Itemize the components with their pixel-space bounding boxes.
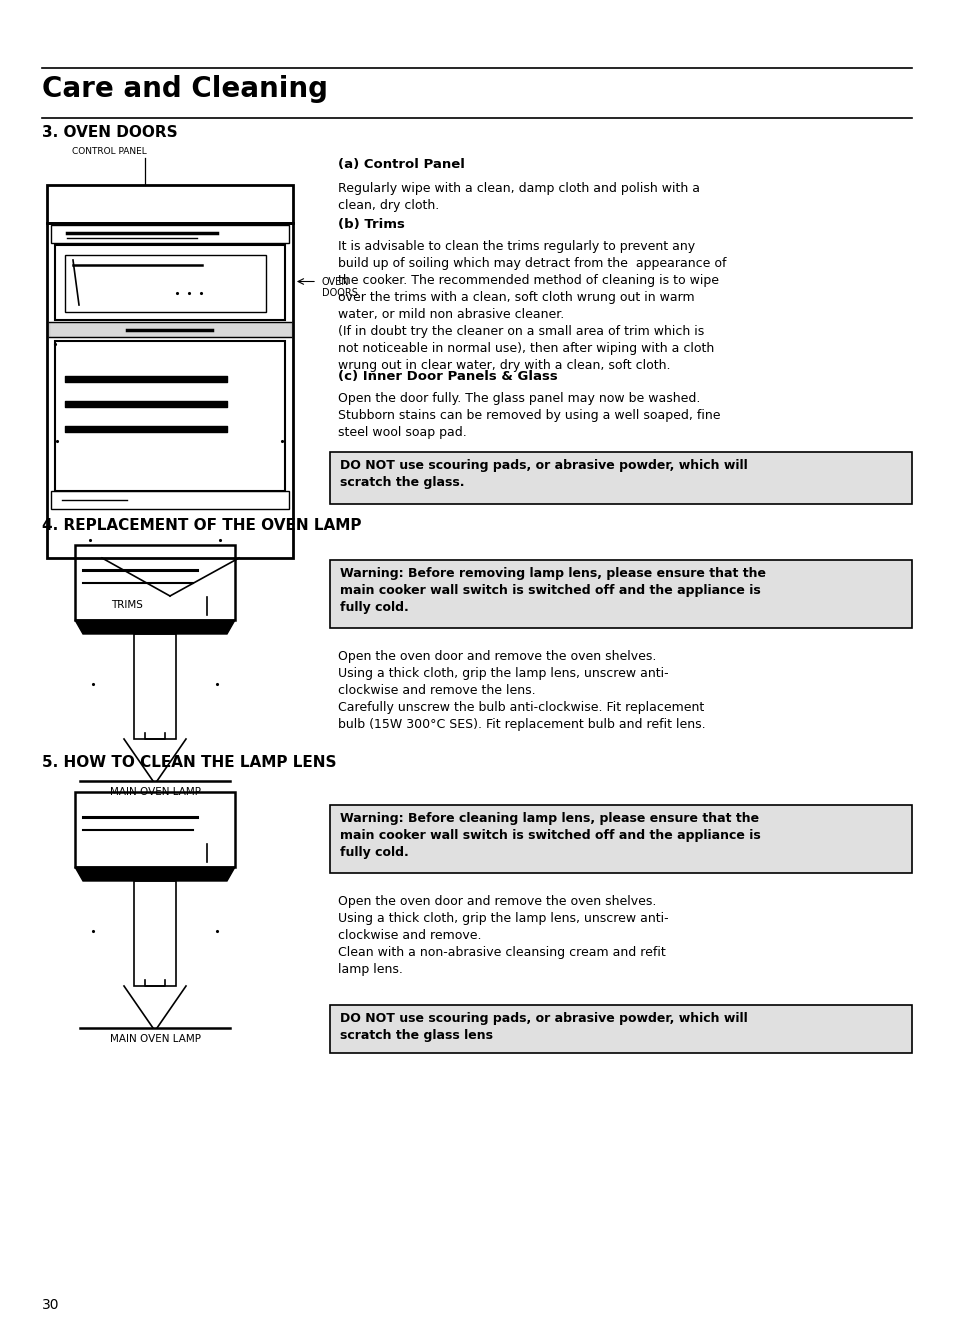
Bar [47,184,293,223]
Text: (a) Control Panel: (a) Control Panel [337,158,464,171]
Polygon shape [75,620,234,635]
Bar [75,545,234,620]
Text: MAIN OVEN LAMP: MAIN OVEN LAMP [110,1034,201,1043]
FancyBboxPatch shape [330,560,911,628]
Bar [55,244,285,321]
Text: DO NOT use scouring pads, or abrasive powder, which will
scratch the glass lens: DO NOT use scouring pads, or abrasive po… [339,1011,747,1042]
Bar [133,635,175,739]
Text: DO NOT use scouring pads, or abrasive powder, which will
scratch the glass.: DO NOT use scouring pads, or abrasive po… [339,460,747,489]
Text: It is advisable to clean the trims regularly to prevent any
build up of soiling : It is advisable to clean the trims regul… [337,240,726,371]
Text: Regularly wipe with a clean, damp cloth and polish with a
clean, dry cloth.: Regularly wipe with a clean, damp cloth … [337,182,700,212]
FancyBboxPatch shape [330,452,911,504]
Text: (c) Inner Door Panels & Glass: (c) Inner Door Panels & Glass [337,370,558,383]
Bar [51,492,289,509]
Text: 4. REPLACEMENT OF THE OVEN LAMP: 4. REPLACEMENT OF THE OVEN LAMP [42,518,361,533]
Text: OVEN
DOORS: OVEN DOORS [322,277,357,298]
FancyBboxPatch shape [330,1005,911,1053]
Bar [47,223,293,558]
Text: Warning: Before cleaning lamp lens, please ensure that the
main cooker wall swit: Warning: Before cleaning lamp lens, plea… [339,812,760,859]
Bar [51,224,289,243]
Bar [133,880,175,986]
Text: Care and Cleaning: Care and Cleaning [42,75,328,103]
Text: TRIMS: TRIMS [111,600,143,611]
Bar [55,341,285,492]
Text: MAIN OVEN LAMP: MAIN OVEN LAMP [110,787,201,798]
Bar [75,792,234,867]
Text: 5. HOW TO CLEAN THE LAMP LENS: 5. HOW TO CLEAN THE LAMP LENS [42,755,336,770]
FancyBboxPatch shape [330,806,911,872]
Text: 3. OVEN DOORS: 3. OVEN DOORS [42,126,177,140]
Text: CONTROL PANEL: CONTROL PANEL [71,147,147,156]
Polygon shape [75,867,234,880]
Text: Open the oven door and remove the oven shelves.
Using a thick cloth, grip the la: Open the oven door and remove the oven s… [337,895,668,977]
Text: (b) Trims: (b) Trims [337,218,404,231]
Text: Open the door fully. The glass panel may now be washed.
Stubborn stains can be r: Open the door fully. The glass panel may… [337,391,720,440]
Bar [65,255,266,313]
Text: Warning: Before removing lamp lens, please ensure that the
main cooker wall swit: Warning: Before removing lamp lens, plea… [339,566,765,615]
Text: 30: 30 [42,1299,59,1312]
Text: Open the oven door and remove the oven shelves.
Using a thick cloth, grip the la: Open the oven door and remove the oven s… [337,651,705,731]
